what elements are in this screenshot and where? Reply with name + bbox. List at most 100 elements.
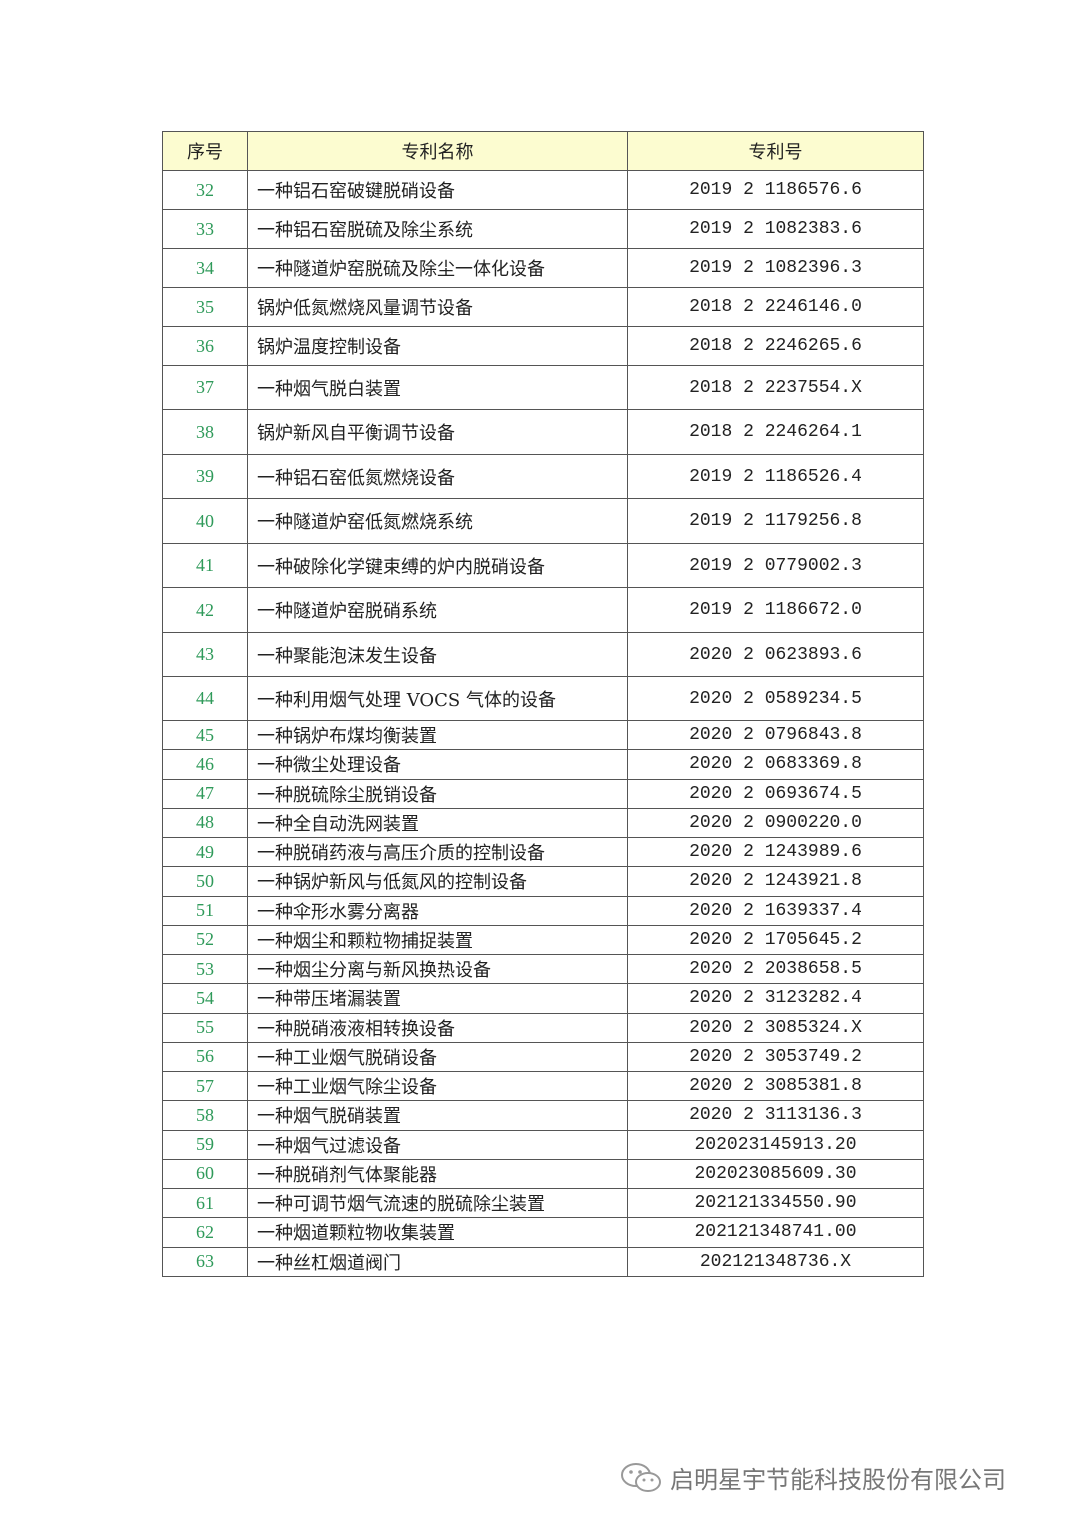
table-row: 50 一种锅炉新风与低氮风的控制设备 2020 2 1243921.8 xyxy=(162,866,924,897)
table-row: 38 锅炉新风自平衡调节设备 2018 2 2246264.1 xyxy=(162,409,924,455)
patent-number: 2019 2 1082396.3 xyxy=(627,248,924,288)
table-row: 57 一种工业烟气除尘设备 2020 2 3085381.8 xyxy=(162,1070,924,1102)
patent-number: 2019 2 0779002.3 xyxy=(627,543,924,588)
patent-name: 一种烟气脱白装置 xyxy=(247,365,628,410)
patent-number: 2020 2 0683369.8 xyxy=(627,749,924,780)
patent-number: 2020 2 1639337.4 xyxy=(627,895,924,926)
table-row: 47 一种脱硫除尘脱销设备 2020 2 0693674.5 xyxy=(162,778,924,809)
patent-table: 序号 专利名称 专利号 32 一种铝石窑破键脱硝设备 2019 2 1186576.… xyxy=(162,131,924,1277)
row-index: 41 xyxy=(162,543,248,588)
patent-name: 一种丝杠烟道阀门 xyxy=(247,1246,628,1277)
table-row: 59 一种烟气过滤设备 202023145913.20 xyxy=(162,1129,924,1160)
table-row: 62 一种烟道颗粒物收集装置 202121348741.00 xyxy=(162,1217,924,1248)
patent-number: 2020 2 3123282.4 xyxy=(627,983,924,1014)
table-row: 32 一种铝石窑破键脱硝设备 2019 2 1186576.6 xyxy=(162,170,924,210)
patent-name: 一种聚能泡沫发生设备 xyxy=(247,632,628,677)
patent-number: 2020 2 0796843.8 xyxy=(627,719,924,751)
table-row: 55 一种脱硝液液相转换设备 2020 2 3085324.X xyxy=(162,1012,924,1043)
row-index: 39 xyxy=(162,454,248,499)
table-row: 51 一种伞形水雾分离器 2020 2 1639337.4 xyxy=(162,895,924,926)
patent-number: 2020 2 3053749.2 xyxy=(627,1041,924,1073)
patent-number: 2020 2 0900220.0 xyxy=(627,807,924,839)
row-index: 58 xyxy=(162,1100,248,1131)
patent-name: 一种烟道颗粒物收集装置 xyxy=(247,1217,628,1248)
patent-number: 2020 2 2038658.5 xyxy=(627,953,924,985)
table-row: 49 一种脱硝药液与高压介质的控制设备 2020 2 1243989.6 xyxy=(162,836,924,868)
patent-number: 2020 2 0693674.5 xyxy=(627,778,924,809)
patent-name: 一种脱硝液液相转换设备 xyxy=(247,1012,628,1043)
row-index: 59 xyxy=(162,1129,248,1160)
patent-name: 一种隧道炉窑脱硫及除尘一体化设备 xyxy=(247,248,628,288)
patent-name: 一种锅炉布煤均衡装置 xyxy=(247,719,628,751)
header-patent-number: 专利号 xyxy=(627,131,924,171)
patent-name: 一种铝石窑低氮燃烧设备 xyxy=(247,454,628,499)
patent-number: 202023085609.30 xyxy=(627,1158,924,1190)
header-patent-name: 专利名称 xyxy=(247,131,628,171)
patent-number: 2018 2 2246264.1 xyxy=(627,409,924,455)
patent-name: 一种带压堵漏装置 xyxy=(247,983,628,1014)
row-index: 47 xyxy=(162,778,248,809)
patent-number: 202121348736.X xyxy=(627,1246,924,1277)
row-index: 48 xyxy=(162,807,248,839)
patent-name: 一种铝石窑破键脱硝设备 xyxy=(247,170,628,210)
patent-number: 2018 2 2237554.X xyxy=(627,365,924,410)
patent-number: 2020 2 3085381.8 xyxy=(627,1070,924,1102)
patent-number: 2020 2 3113136.3 xyxy=(627,1100,924,1131)
table-row: 44 一种利用烟气处理 VOCS 气体的设备 2020 2 0589234.5 xyxy=(162,676,924,721)
row-index: 50 xyxy=(162,866,248,897)
table-row: 42 一种隧道炉窑脱硝系统 2019 2 1186672.0 xyxy=(162,587,924,633)
patent-number: 202023145913.20 xyxy=(627,1129,924,1160)
patent-number: 2019 2 1186672.0 xyxy=(627,587,924,633)
row-index: 56 xyxy=(162,1041,248,1073)
patent-name: 一种工业烟气除尘设备 xyxy=(247,1070,628,1102)
patent-name: 锅炉低氮燃烧风量调节设备 xyxy=(247,287,628,327)
patent-name: 一种铝石窑脱硫及除尘系统 xyxy=(247,209,628,249)
row-index: 60 xyxy=(162,1158,248,1190)
row-index: 33 xyxy=(162,209,248,249)
header-index: 序号 xyxy=(162,131,248,171)
watermark: 启明星宇节能科技股份有限公司 xyxy=(620,1460,1006,1495)
patent-name: 一种全自动洗网装置 xyxy=(247,807,628,839)
patent-number: 2018 2 2246265.6 xyxy=(627,326,924,366)
table-row: 48 一种全自动洗网装置 2020 2 0900220.0 xyxy=(162,807,924,839)
row-index: 63 xyxy=(162,1246,248,1277)
patent-number: 202121334550.90 xyxy=(627,1187,924,1219)
row-index: 42 xyxy=(162,587,248,633)
patent-name: 一种工业烟气脱硝设备 xyxy=(247,1041,628,1073)
patent-name: 一种脱硝药液与高压介质的控制设备 xyxy=(247,836,628,868)
row-index: 45 xyxy=(162,719,248,751)
table-row: 37 一种烟气脱白装置 2018 2 2237554.X xyxy=(162,365,924,410)
patent-name: 锅炉新风自平衡调节设备 xyxy=(247,409,628,455)
patent-number: 2019 2 1082383.6 xyxy=(627,209,924,249)
patent-number: 2020 2 1705645.2 xyxy=(627,924,924,956)
patent-number: 2020 2 1243989.6 xyxy=(627,836,924,868)
row-index: 46 xyxy=(162,749,248,780)
table-row: 34 一种隧道炉窑脱硫及除尘一体化设备 2019 2 1082396.3 xyxy=(162,248,924,288)
row-index: 36 xyxy=(162,326,248,366)
row-index: 32 xyxy=(162,170,248,210)
patent-name: 一种破除化学键束缚的炉内脱硝设备 xyxy=(247,543,628,588)
patent-name: 一种脱硝剂气体聚能器 xyxy=(247,1158,628,1190)
table-row: 56 一种工业烟气脱硝设备 2020 2 3053749.2 xyxy=(162,1041,924,1073)
table-row: 43 一种聚能泡沫发生设备 2020 2 0623893.6 xyxy=(162,632,924,677)
patent-number: 2019 2 1186526.4 xyxy=(627,454,924,499)
table-row: 53 一种烟尘分离与新风换热设备 2020 2 2038658.5 xyxy=(162,953,924,985)
patent-name: 一种脱硫除尘脱销设备 xyxy=(247,778,628,809)
table-row: 41 一种破除化学键束缚的炉内脱硝设备 2019 2 0779002.3 xyxy=(162,543,924,588)
patent-number: 2019 2 1179256.8 xyxy=(627,498,924,544)
row-index: 38 xyxy=(162,409,248,455)
row-index: 37 xyxy=(162,365,248,410)
table-row: 60 一种脱硝剂气体聚能器 202023085609.30 xyxy=(162,1158,924,1190)
row-index: 62 xyxy=(162,1217,248,1248)
patent-name: 一种烟气过滤设备 xyxy=(247,1129,628,1160)
row-index: 51 xyxy=(162,895,248,926)
patent-name: 一种伞形水雾分离器 xyxy=(247,895,628,926)
row-index: 43 xyxy=(162,632,248,677)
patent-number: 2018 2 2246146.0 xyxy=(627,287,924,327)
patent-name: 一种微尘处理设备 xyxy=(247,749,628,780)
patent-name: 一种锅炉新风与低氮风的控制设备 xyxy=(247,866,628,897)
patent-number: 2020 2 1243921.8 xyxy=(627,866,924,897)
table-row: 58 一种烟气脱硝装置 2020 2 3113136.3 xyxy=(162,1100,924,1131)
row-index: 53 xyxy=(162,953,248,985)
wechat-icon xyxy=(621,1462,661,1492)
